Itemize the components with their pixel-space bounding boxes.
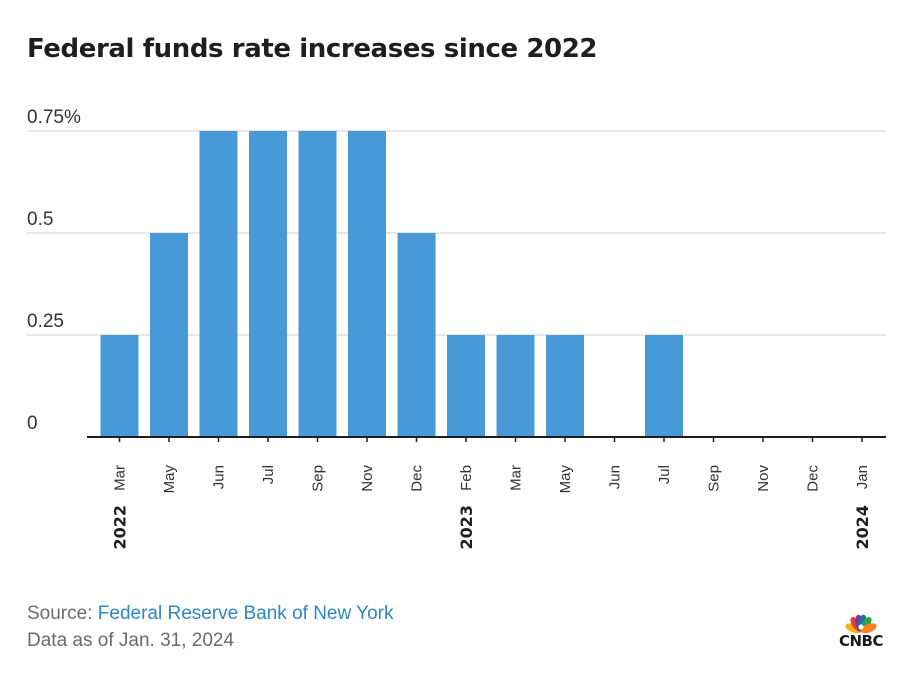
x-tick-label: Sep: [310, 465, 327, 492]
x-tick-label: Sep: [706, 465, 723, 492]
year-labels: 2022 2023 2024: [111, 505, 873, 550]
source-line: Source: Federal Reserve Bank of New York: [27, 603, 393, 625]
cnbc-logo: CNBC: [832, 604, 890, 652]
year-label: 2024: [853, 505, 872, 550]
x-tick-label: Dec: [409, 465, 426, 492]
x-tick-label: Jul: [260, 465, 277, 484]
x-tick-label: Jan: [854, 465, 871, 489]
x-tick-label: Mar: [112, 465, 129, 491]
year-label: 2022: [111, 505, 130, 550]
bars: [100, 131, 683, 437]
y-tick-label: 0.25: [27, 311, 64, 332]
bar: [298, 131, 337, 437]
peacock-feather: [860, 623, 877, 634]
bar: [645, 335, 683, 437]
peacock-body: [858, 624, 864, 630]
y-tick-label: 0.75%: [27, 107, 81, 128]
bar: [199, 131, 238, 437]
peacock-icon: [845, 614, 877, 634]
x-tick-label: Dec: [805, 465, 822, 492]
bar: [397, 233, 436, 437]
bar: [447, 335, 485, 437]
x-tick-label: Mar: [508, 465, 525, 491]
bar: [150, 233, 188, 437]
bar-chart: 00.250.50.75% Mar May Jun Jul Sep Nov Dec Feb Ma…: [27, 107, 886, 550]
x-tick-label: Nov: [755, 465, 772, 492]
x-tick-label: May: [161, 465, 178, 494]
x-tick-label: Feb: [458, 465, 475, 491]
chart-title: Federal funds rate increases since 2022: [27, 34, 598, 64]
source-link[interactable]: Federal Reserve Bank of New York: [97, 603, 394, 624]
source-prefix: Source:: [27, 603, 98, 624]
bar: [348, 131, 386, 437]
x-tick-label: Jul: [656, 465, 673, 484]
cnbc-logo-text: CNBC: [838, 632, 884, 650]
bar: [100, 335, 139, 437]
y-axis-ticks: 0 0.25 0.5 0.75%: [27, 107, 81, 434]
x-tick-label: Jun: [211, 465, 228, 489]
bar: [496, 335, 535, 437]
year-label: 2023: [457, 505, 476, 550]
bar: [546, 335, 584, 437]
x-tick-label: Nov: [359, 465, 376, 492]
data-as-of: Data as of Jan. 31, 2024: [27, 630, 235, 651]
y-tick-label: 0.5: [27, 209, 53, 230]
x-axis-ticks: Mar May Jun Jul Sep Nov Dec Feb Mar May Jun Jul Sep N…: [112, 437, 871, 494]
y-tick-label: 0: [27, 413, 38, 434]
x-tick-label: May: [557, 465, 574, 494]
x-tick-label: Jun: [607, 465, 624, 489]
bar: [249, 131, 287, 437]
